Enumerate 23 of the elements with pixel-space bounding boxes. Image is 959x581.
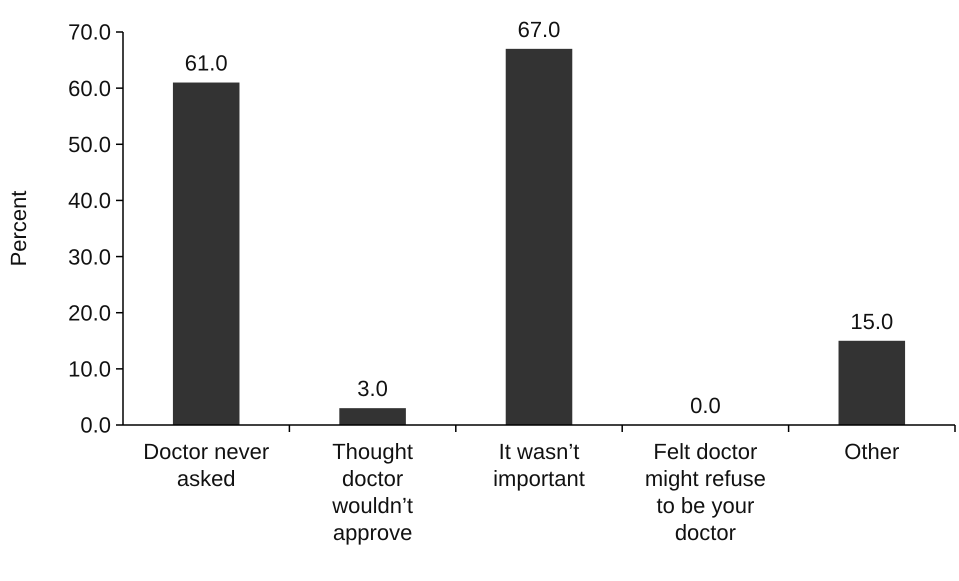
y-tick-label: 50.0: [68, 132, 111, 157]
x-tick-label: Other: [844, 439, 900, 464]
data-label: 3.0: [357, 376, 388, 402]
y-tick-label: 20.0: [68, 300, 111, 326]
y-axis-title: Percent: [6, 190, 31, 266]
data-label: 0.0: [690, 393, 721, 418]
x-tick-label: Thought doctor wouldn’t approve: [331, 439, 413, 545]
bar: [339, 408, 406, 425]
x-tick-label: It wasn’t important: [493, 439, 585, 491]
x-tick-label: Felt doctor might refuse to be your doctor: [644, 439, 766, 545]
y-tick-label: 0.0: [80, 412, 111, 438]
y-tick-label: 30.0: [68, 244, 111, 270]
x-tick-label: Doctor never asked: [143, 439, 270, 491]
bar: [506, 48, 572, 425]
y-tick-label: 10.0: [68, 356, 111, 382]
data-label: 61.0: [184, 50, 228, 76]
data-label: 15.0: [850, 308, 894, 334]
y-tick-label: 40.0: [68, 188, 111, 214]
data-label: 67.0: [518, 16, 560, 42]
y-tick-label: 60.0: [68, 76, 111, 101]
y-tick-label: 70.0: [68, 20, 111, 45]
bar: [838, 340, 906, 425]
bar: [172, 82, 240, 425]
